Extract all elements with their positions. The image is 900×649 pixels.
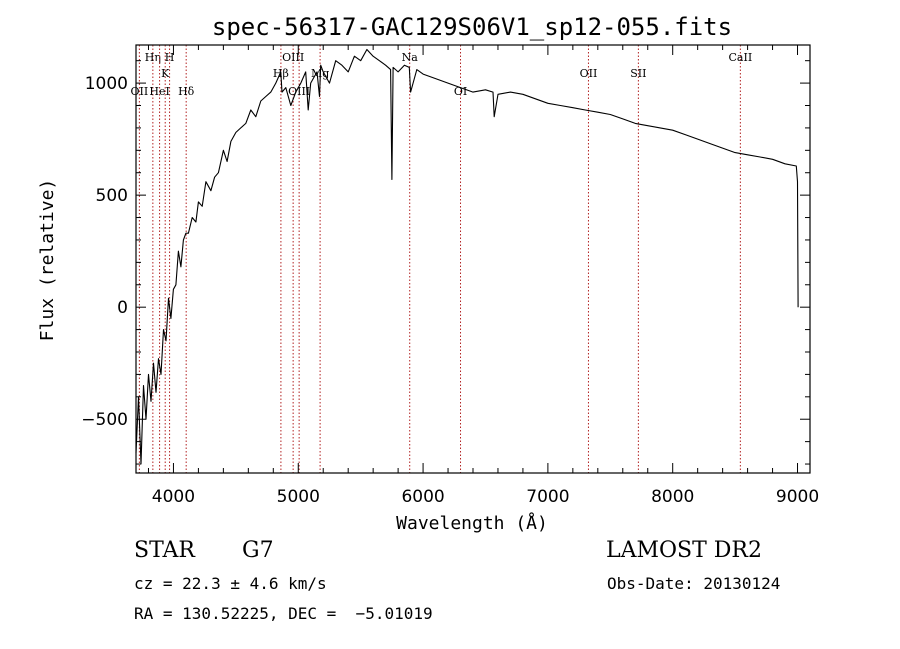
object-class: STAR bbox=[134, 538, 195, 563]
line-marker-label: Hδ bbox=[178, 85, 195, 98]
y-tick-label: 0 bbox=[117, 298, 128, 318]
object-subclass: G7 bbox=[242, 538, 274, 563]
line-marker-label: Hη bbox=[145, 51, 161, 64]
line-marker-label: H bbox=[165, 51, 175, 64]
line-marker-label: HeI bbox=[149, 85, 169, 98]
line-marker-label: OIII bbox=[282, 51, 304, 64]
redshift-line: cz = 22.3 ± 4.6 km/s bbox=[134, 574, 327, 593]
plot-frame bbox=[135, 44, 811, 474]
y-tick-label: 500 bbox=[96, 186, 128, 206]
spectrum-series-line bbox=[135, 48, 799, 465]
y-tick-label: −500 bbox=[81, 410, 128, 430]
y-tick-labels: −500 0 500 1000 bbox=[81, 74, 128, 430]
line-marker-label: OI bbox=[454, 85, 467, 98]
chart-title: spec-56317-GAC129S06V1_sp12-055.fits bbox=[212, 13, 732, 41]
x-tick-label: 4000 bbox=[152, 487, 195, 507]
axis-ticks bbox=[136, 45, 810, 473]
line-marker-label: OIII bbox=[288, 85, 310, 98]
obs-date-line: Obs-Date: 20130124 bbox=[607, 574, 781, 593]
x-tick-label: 9000 bbox=[776, 487, 819, 507]
line-marker-label: OII bbox=[580, 67, 598, 80]
x-tick-label: 7000 bbox=[526, 487, 569, 507]
line-marker-label: SII bbox=[630, 67, 646, 80]
x-tick-label: 6000 bbox=[401, 487, 444, 507]
line-marker-label: OII bbox=[131, 85, 149, 98]
line-marker-label: Na bbox=[402, 51, 419, 64]
y-tick-label: 1000 bbox=[85, 74, 128, 94]
coordinates-line: RA = 130.52225, DEC = −5.01019 bbox=[134, 604, 433, 623]
x-axis-label: Wavelength (Å) bbox=[396, 512, 548, 534]
x-tick-label: 8000 bbox=[651, 487, 694, 507]
survey-name: LAMOST DR2 bbox=[606, 538, 762, 563]
line-marker-label: K bbox=[161, 67, 170, 80]
x-tick-label: 5000 bbox=[277, 487, 320, 507]
x-tick-labels: 4000 5000 6000 7000 8000 9000 bbox=[152, 487, 819, 507]
line-marker-label: CaII bbox=[729, 51, 753, 64]
y-axis-label: Flux (relative) bbox=[37, 179, 58, 342]
